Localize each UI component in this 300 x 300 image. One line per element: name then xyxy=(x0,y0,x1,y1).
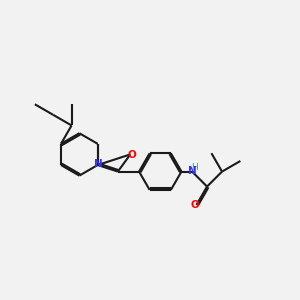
Text: O: O xyxy=(128,150,136,160)
Text: H: H xyxy=(191,163,197,172)
Text: N: N xyxy=(94,159,103,170)
Text: N: N xyxy=(188,166,197,176)
Text: O: O xyxy=(190,200,199,210)
